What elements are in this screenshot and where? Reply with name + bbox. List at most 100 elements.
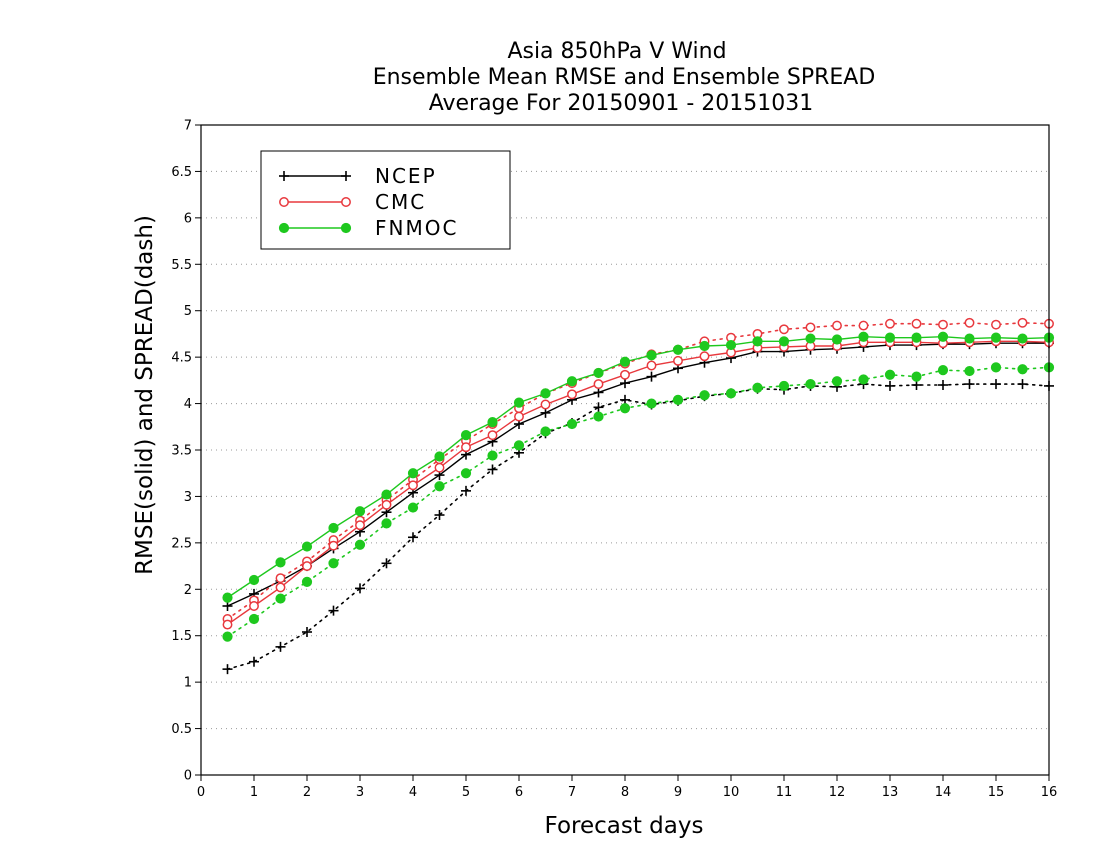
cmc-rmse-point	[514, 411, 524, 422]
cmc-spread-point	[885, 318, 895, 329]
fnmoc-spread-point	[858, 374, 869, 385]
ncep-rmse-line	[227, 342, 1049, 607]
fnmoc-rmse-point	[275, 557, 286, 568]
fnmoc-spread-point	[513, 440, 525, 451]
legend-label-fnmoc: FNMOC	[375, 216, 458, 240]
grid-lines	[201, 170, 1049, 730]
ncep-spread-point	[275, 641, 286, 652]
fnmoc-rmse-point	[301, 541, 313, 552]
fnmoc-rmse-point	[964, 333, 975, 344]
legend-marker-fnmoc	[278, 222, 290, 234]
ncep-spread-point	[461, 485, 471, 496]
y-tick-label-5: 2.5	[171, 536, 192, 551]
x-tick-label-8: 8	[621, 785, 629, 800]
series-layer	[222, 317, 1055, 675]
ncep-spread-point	[328, 605, 339, 616]
fnmoc-spread-point	[805, 378, 816, 390]
ncep-spread-point	[885, 380, 895, 391]
cmc-rmse-point	[249, 601, 259, 611]
cmc-rmse-line	[227, 340, 1050, 626]
fnmoc-spread-point	[778, 380, 790, 392]
fnmoc-spread-point	[725, 388, 737, 399]
fnmoc-rmse-point	[990, 332, 1002, 343]
legend-marker-ncep	[279, 171, 289, 181]
ncep-rmse-series	[222, 338, 1054, 611]
ncep-rmse-point	[620, 378, 630, 389]
fnmoc-spread-point	[487, 450, 498, 461]
fnmoc-spread-point	[964, 365, 975, 377]
x-tick-label-1: 1	[250, 785, 258, 800]
ncep-rmse-point	[646, 371, 657, 382]
ncep-spread-point	[593, 402, 604, 413]
fnmoc-rmse-point	[884, 332, 896, 343]
legend-item-fnmoc: FNMOC	[278, 216, 458, 240]
fnmoc-spread-point	[354, 539, 366, 550]
x-tick-label-15: 15	[988, 785, 1005, 800]
legend-box	[260, 150, 511, 250]
fnmoc-rmse-point	[381, 489, 392, 500]
y-tick-label-2: 1	[184, 676, 192, 691]
legend-item-ncep: NCEP	[279, 164, 435, 188]
x-tick-label-14: 14	[935, 785, 952, 800]
x-axis-label: Forecast days	[545, 813, 704, 839]
fnmoc-spread-point	[911, 371, 922, 382]
fnmoc-rmse-point	[646, 350, 657, 361]
fnmoc-spread-point	[407, 502, 419, 513]
x-tick-label-0: 0	[197, 785, 205, 800]
cmc-rmse-point	[328, 540, 339, 551]
legend-label-cmc: CMC	[375, 190, 426, 214]
cmc-rmse-point	[567, 389, 577, 400]
fnmoc-spread-point	[593, 411, 604, 422]
title-line-1: Asia 850hPa V Wind	[507, 39, 726, 64]
y-tick-label-10: 5	[184, 304, 192, 319]
cmc-spread-point	[938, 319, 948, 330]
cmc-spread-point	[1017, 317, 1028, 328]
ncep-spread-point	[1017, 379, 1028, 390]
cmc-spread-point	[779, 324, 789, 335]
cmc-spread-point	[911, 318, 922, 329]
cmc-spread-point	[991, 319, 1001, 330]
cmc-rmse-point	[222, 619, 233, 630]
cmc-rmse-series	[222, 336, 1054, 630]
title-line-2: Ensemble Mean RMSE and Ensemble SPREAD	[373, 65, 876, 90]
cmc-spread-series	[222, 317, 1054, 624]
cmc-rmse-point	[593, 379, 604, 390]
fnmoc-spread-point	[275, 593, 286, 604]
fnmoc-spread-point	[222, 631, 233, 642]
ncep-spread-point	[381, 558, 392, 569]
cmc-rmse-point	[355, 520, 365, 531]
chart-title: Asia 850hPa V Wind Ensemble Mean RMSE an…	[373, 39, 876, 116]
legend-item-cmc: CMC	[279, 190, 426, 214]
fnmoc-spread-point	[566, 418, 578, 430]
cmc-spread-point	[275, 573, 286, 584]
axes: 00.511.522.533.544.555.566.570 1 2 3 4 5 6 7 8 9 1…	[171, 119, 1057, 801]
fnmoc-spread-point	[328, 558, 339, 569]
ncep-spread-point	[355, 583, 365, 594]
y-tick-label-8: 4	[184, 397, 192, 412]
y-tick-label-12: 6	[184, 211, 192, 226]
x-tick-label-11: 11	[776, 785, 793, 800]
fnmoc-spread-point	[752, 382, 763, 393]
cmc-rmse-point	[487, 430, 498, 441]
fnmoc-spread-point	[434, 481, 445, 492]
fnmoc-spread-point	[884, 369, 896, 380]
fnmoc-spread-point	[460, 468, 472, 479]
fnmoc-spread-point	[990, 362, 1002, 373]
x-tick-label-10: 10	[723, 785, 740, 800]
ncep-spread-point	[222, 664, 233, 675]
fnmoc-rmse-point	[460, 430, 472, 441]
cmc-spread-point	[805, 322, 816, 333]
fnmoc-spread-point	[831, 376, 843, 387]
fnmoc-spread-point	[248, 613, 260, 625]
x-tick-label-2: 2	[303, 785, 311, 800]
fnmoc-rmse-point	[407, 468, 419, 479]
legend-marker-ncep	[341, 171, 351, 181]
ncep-spread-point	[964, 379, 975, 390]
cmc-rmse-point	[275, 582, 286, 593]
fnmoc-rmse-point	[619, 356, 631, 367]
fnmoc-spread-point	[672, 394, 684, 405]
x-tick-label-12: 12	[829, 785, 846, 800]
x-tick-label-5: 5	[462, 785, 470, 800]
